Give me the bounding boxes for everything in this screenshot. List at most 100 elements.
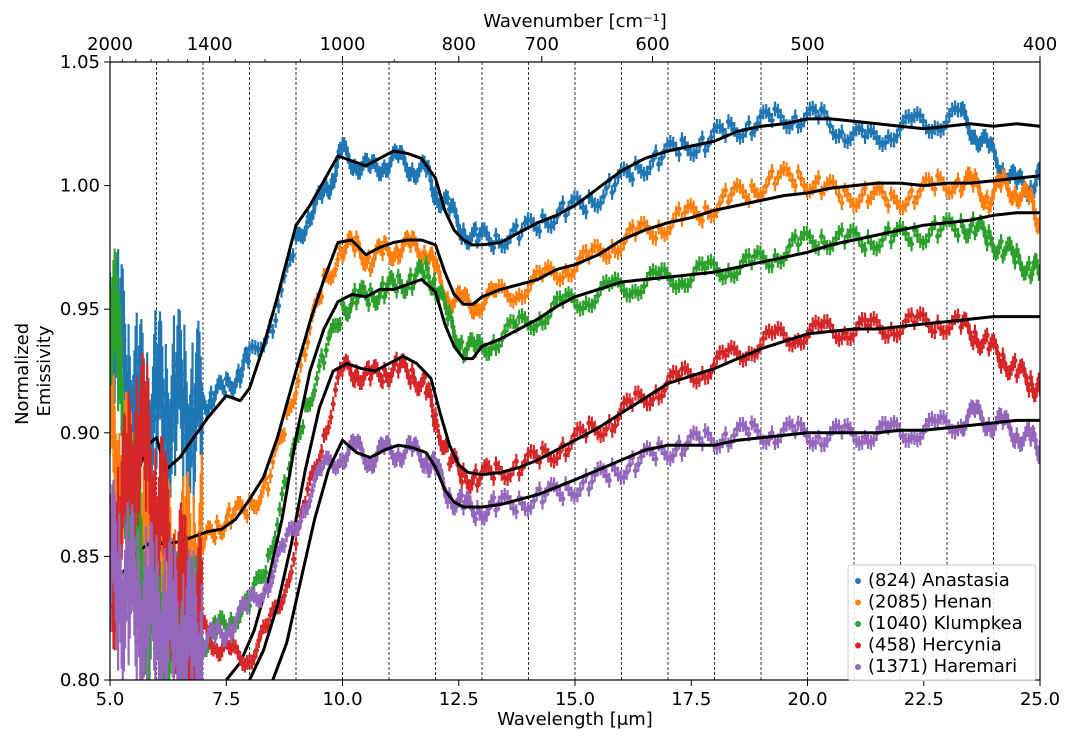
- data-point: [876, 424, 883, 430]
- data-point: [267, 582, 274, 589]
- data-point: [842, 187, 848, 193]
- data-point: [935, 233, 941, 239]
- data-point: [263, 569, 269, 576]
- data-point: [943, 329, 950, 335]
- data-point: [267, 473, 274, 479]
- data-point: [589, 479, 595, 485]
- data-point: [221, 389, 228, 395]
- data-point: [491, 475, 497, 482]
- data-point: [970, 340, 976, 346]
- data-point: [302, 352, 308, 358]
- data-point: [853, 202, 859, 208]
- data-point: [754, 120, 761, 127]
- data-point: [708, 134, 714, 141]
- data-point: [609, 427, 615, 433]
- data-point: [196, 684, 201, 689]
- data-point: [528, 217, 534, 224]
- data-point: [885, 226, 891, 232]
- data-point: [318, 294, 325, 300]
- data-point: [583, 248, 589, 254]
- data-point: [801, 426, 807, 433]
- data-point: [580, 479, 586, 485]
- data-point: [897, 330, 903, 336]
- data-point: [438, 278, 444, 284]
- data-point: [679, 451, 685, 457]
- data-point: [740, 421, 746, 428]
- data-point: [441, 296, 447, 302]
- data-point: [917, 113, 923, 119]
- data-point: [208, 390, 214, 396]
- data-point: [906, 437, 912, 444]
- data-point: [778, 326, 784, 332]
- data-point: [952, 227, 958, 233]
- data-point: [856, 320, 862, 326]
- data-point: [752, 253, 758, 259]
- data-point: [309, 396, 315, 402]
- data-point: [656, 271, 662, 277]
- data-point: [432, 412, 439, 418]
- data-point: [914, 232, 920, 239]
- data-point: [563, 212, 569, 219]
- data-point: [436, 269, 442, 275]
- data-point: [597, 200, 604, 206]
- data-point: [815, 174, 822, 181]
- data-point: [293, 541, 299, 547]
- data-point: [539, 499, 546, 505]
- data-point: [847, 335, 854, 342]
- data-point: [903, 318, 909, 324]
- data-point: [583, 209, 589, 215]
- data-point: [699, 135, 705, 141]
- x-axis-label: Wavelength [μm]: [497, 709, 653, 730]
- data-point: [862, 133, 868, 140]
- data-point: [702, 265, 708, 271]
- legend-label: (1040) Klumpkea: [868, 613, 1023, 634]
- data-point: [923, 238, 929, 244]
- data-point: [199, 682, 204, 687]
- data-point: [504, 494, 511, 500]
- data-point: [839, 335, 845, 341]
- data-point: [232, 620, 239, 627]
- data-point: [766, 175, 772, 181]
- data-point: [676, 439, 682, 445]
- data-point: [638, 453, 644, 460]
- data-point: [772, 181, 778, 187]
- top-x-axis-label: Wavenumber [cm⁻¹]: [483, 11, 667, 32]
- data-point: [493, 232, 499, 238]
- data-point: [763, 183, 769, 189]
- data-point: [699, 261, 705, 267]
- data-point: [781, 426, 787, 432]
- data-point: [273, 317, 279, 324]
- data-point: [323, 347, 329, 353]
- data-point: [459, 479, 465, 485]
- data-point: [795, 169, 801, 175]
- data-point: [882, 420, 888, 427]
- data-point: [839, 129, 845, 135]
- data-point: [783, 250, 790, 257]
- data-point: [443, 305, 449, 311]
- data-point: [813, 179, 819, 186]
- data-point: [865, 322, 871, 329]
- data-point: [786, 124, 793, 130]
- data-point: [609, 189, 615, 196]
- data-point: [568, 198, 575, 205]
- data-point: [265, 622, 271, 628]
- data-point: [586, 486, 592, 492]
- y-axis-label-line-2: Emissivity: [34, 325, 55, 416]
- data-point: [281, 543, 287, 549]
- data-point: [911, 199, 918, 206]
- data-point: [473, 516, 479, 522]
- data-point: [560, 496, 566, 502]
- data-point: [938, 175, 944, 182]
- legend-box: [847, 564, 1037, 681]
- data-point: [545, 314, 551, 321]
- x-tick-label: 5.0: [96, 689, 125, 710]
- data-point: [325, 424, 332, 430]
- data-point: [281, 593, 287, 599]
- data-point: [760, 254, 766, 260]
- data-point: [314, 375, 320, 382]
- data-point: [682, 446, 688, 453]
- data-point: [865, 198, 871, 205]
- data-point: [810, 239, 816, 245]
- data-point: [740, 132, 746, 139]
